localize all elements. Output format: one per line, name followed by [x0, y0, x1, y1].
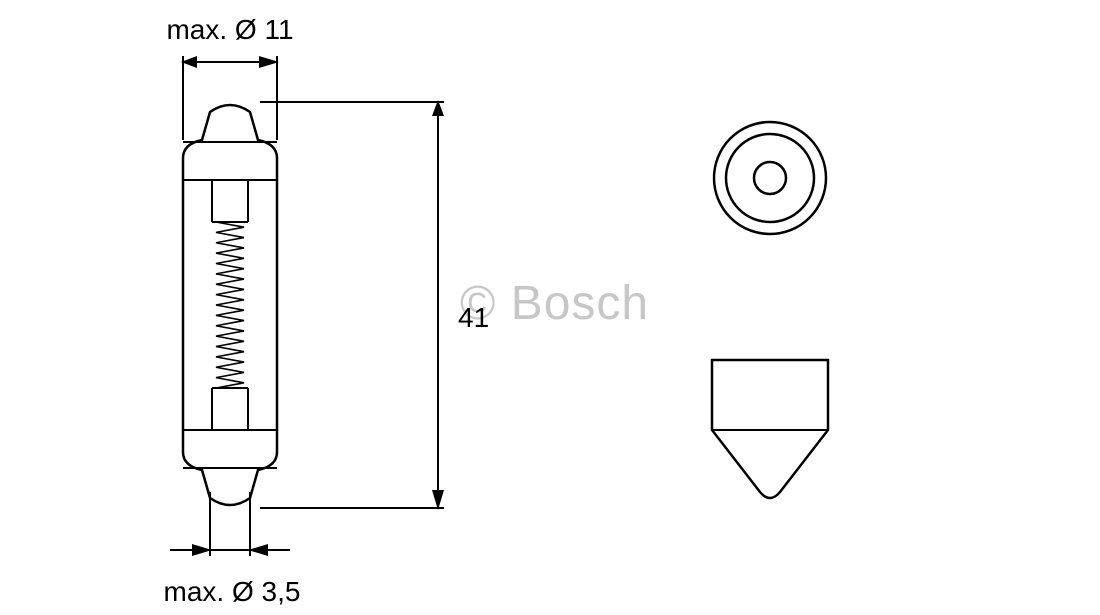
top-view-inner [754, 162, 786, 194]
dimension-label-length: 41 [458, 302, 489, 334]
technical-drawing [0, 0, 1100, 615]
top-view-outer [714, 122, 826, 234]
dimension-label-bottom-diameter: max. Ø 3,5 [164, 576, 301, 608]
dimension-label-top-diameter: max. Ø 11 [166, 14, 293, 46]
filament-coil [216, 222, 244, 388]
